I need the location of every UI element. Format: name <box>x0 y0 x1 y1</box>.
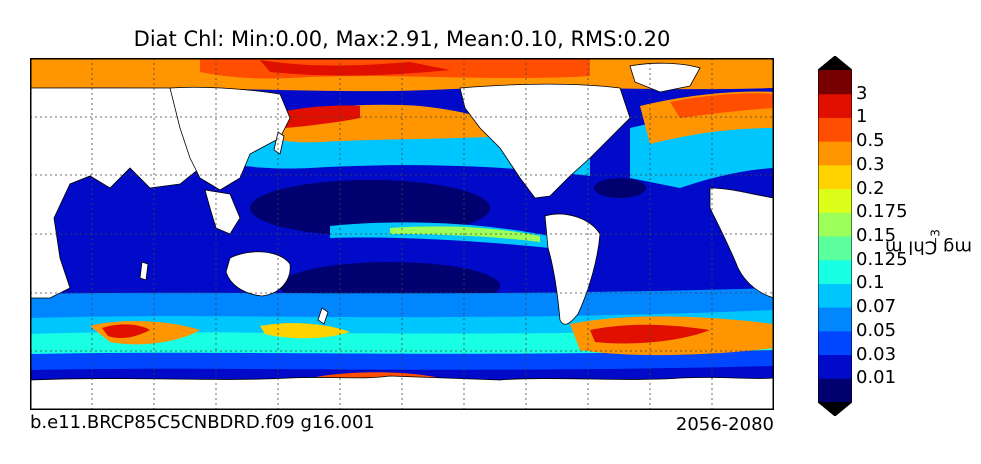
colorbar-tick-label: 1 <box>856 106 868 128</box>
colorbar-tick-label: 0.125 <box>856 248 908 270</box>
colorbar-segment <box>818 164 852 190</box>
colorbar-tick-label: 0.07 <box>856 296 897 318</box>
colorbar-segment <box>818 330 852 356</box>
colorbar <box>818 56 852 416</box>
colorbar-segment <box>818 236 852 261</box>
colorbar-segment <box>818 259 852 284</box>
land-greenland <box>629 62 701 93</box>
time-period: 2056-2080 <box>675 414 774 435</box>
so-bloom-indian-core <box>102 324 150 338</box>
land-africa-west <box>709 187 774 299</box>
equatorial-band <box>330 222 550 248</box>
colorbar-segment <box>818 378 852 403</box>
map-panel <box>30 58 774 410</box>
colorbar-segment <box>818 307 852 332</box>
land-new-zealand <box>317 307 329 325</box>
unit-base: mg Chl m <box>885 236 972 258</box>
natl-gyre <box>594 178 646 198</box>
colorbar-segment <box>818 141 852 166</box>
colorbar-tick-label: 0.3 <box>856 153 885 175</box>
colorbar-segment <box>818 117 852 142</box>
land-japan <box>273 131 285 155</box>
colorbar-segment <box>818 354 852 379</box>
colorbar-tick-label: 0.01 <box>856 367 897 389</box>
colorbar-min-arrow <box>818 402 852 416</box>
graticule <box>30 58 774 410</box>
colorbar-tick-label: 0.15 <box>856 225 897 246</box>
land-south-america <box>544 213 601 325</box>
land-asia <box>169 86 291 191</box>
colorbar-tick-label: 0.5 <box>856 130 885 152</box>
land-madagascar <box>139 261 149 281</box>
colorbar-segment <box>818 188 852 213</box>
plot-title: Diat Chl: Min:0.00, Max:2.91, Mean:0.10,… <box>133 27 671 51</box>
colorbar-tick-label: 3 <box>856 82 868 104</box>
colorbar-segment <box>818 70 852 95</box>
natl-red <box>670 93 774 118</box>
colorbar-tick-label: 0.05 <box>856 319 897 341</box>
land-australia <box>225 251 291 297</box>
colorbar-segment <box>818 283 852 308</box>
colorbar-tick-label: 0.175 <box>856 201 908 223</box>
colorbar-tick-label: 0.03 <box>856 343 897 365</box>
so-bloom-pacific <box>260 323 350 339</box>
map-frame <box>30 58 774 410</box>
run-identifier: b.e11.BRCP85C5CNBDRD.f09 g16.001 <box>30 412 375 433</box>
colorbar-segment <box>818 93 852 118</box>
colorbar-segment <box>818 212 852 237</box>
colorbar-max-arrow <box>818 56 852 70</box>
arctic-red <box>260 60 450 76</box>
colorbar-tick-label: 0.2 <box>856 177 885 199</box>
npac-gyre <box>250 180 490 236</box>
land-north-america <box>459 83 631 199</box>
colorbar-tick-label: 0.1 <box>856 272 885 294</box>
